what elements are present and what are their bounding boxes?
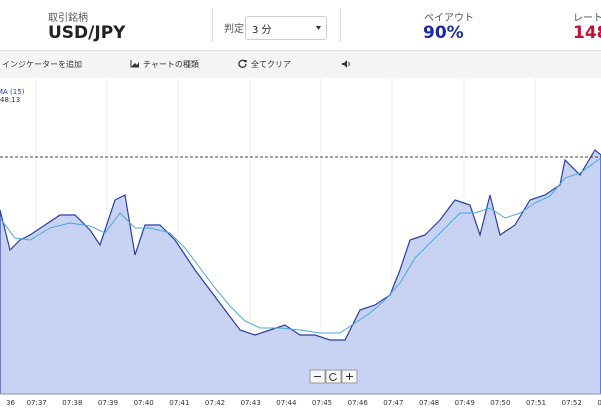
divider <box>340 8 341 42</box>
x-tick-label: 07:52 <box>562 399 582 407</box>
expiry-value: 3 分 <box>252 25 272 36</box>
x-tick-label: 07:40 <box>134 399 154 407</box>
x-tick-label: 07:48 <box>419 399 439 407</box>
x-tick-label: 07:46 <box>348 399 369 407</box>
clear-icon <box>238 59 247 68</box>
divider <box>212 8 213 42</box>
symbol[interactable]: USD/JPY <box>48 23 126 43</box>
time-label: 48:13 <box>0 96 20 104</box>
x-tick-label: 07:44 <box>276 399 297 407</box>
rate: 148 <box>573 23 601 43</box>
expiry-label: 判定 <box>224 24 244 35</box>
dropdown-arrow <box>316 26 321 30</box>
sound-icon[interactable] <box>342 60 351 68</box>
payout: 90% <box>423 23 464 43</box>
x-tick-label: 07:49 <box>455 399 475 407</box>
price-chart: MA (15) 48:13 36 07:37 07:38 07:39 07:40 07:4… <box>0 78 601 407</box>
ma-line <box>0 157 601 334</box>
payout-label: ペイアウト <box>424 13 474 24</box>
x-tick-label: 36 <box>6 399 15 407</box>
x-tick-label: 07:42 <box>205 399 225 407</box>
clear-all[interactable]: 全てクリア <box>251 60 291 69</box>
chart-type[interactable]: チャートの種類 <box>143 60 199 69</box>
expiry-select[interactable]: 3 分 <box>245 16 327 40</box>
x-tick-label: 07:37 <box>27 399 47 407</box>
zoom-controls <box>309 369 358 384</box>
x-tick-label: 07:47 <box>383 399 403 407</box>
indicator-label: MA (15) <box>0 88 25 96</box>
rate-label: レート <box>573 13 601 24</box>
price-area <box>0 149 601 395</box>
x-tick-label: 07:41 <box>169 399 189 407</box>
zoom-reset[interactable] <box>325 369 342 384</box>
symbol-label: 取引銘柄 <box>48 13 88 24</box>
toolbar: インジケーターを追加 チャートの種類 全てクリア <box>0 50 601 79</box>
x-tick-label: 07:50 <box>490 399 510 407</box>
x-tick-label: 07:39 <box>98 399 118 407</box>
x-tick-label: 07:51 <box>526 399 546 407</box>
x-tick-label: 07:45 <box>312 399 332 407</box>
add-indicator[interactable]: インジケーターを追加 <box>2 60 82 69</box>
x-tick-label: 07:38 <box>62 399 82 407</box>
chart-type-icon <box>130 60 139 68</box>
x-tick-label: 07:43 <box>241 399 261 407</box>
x-tick-label: 0 <box>597 399 601 407</box>
